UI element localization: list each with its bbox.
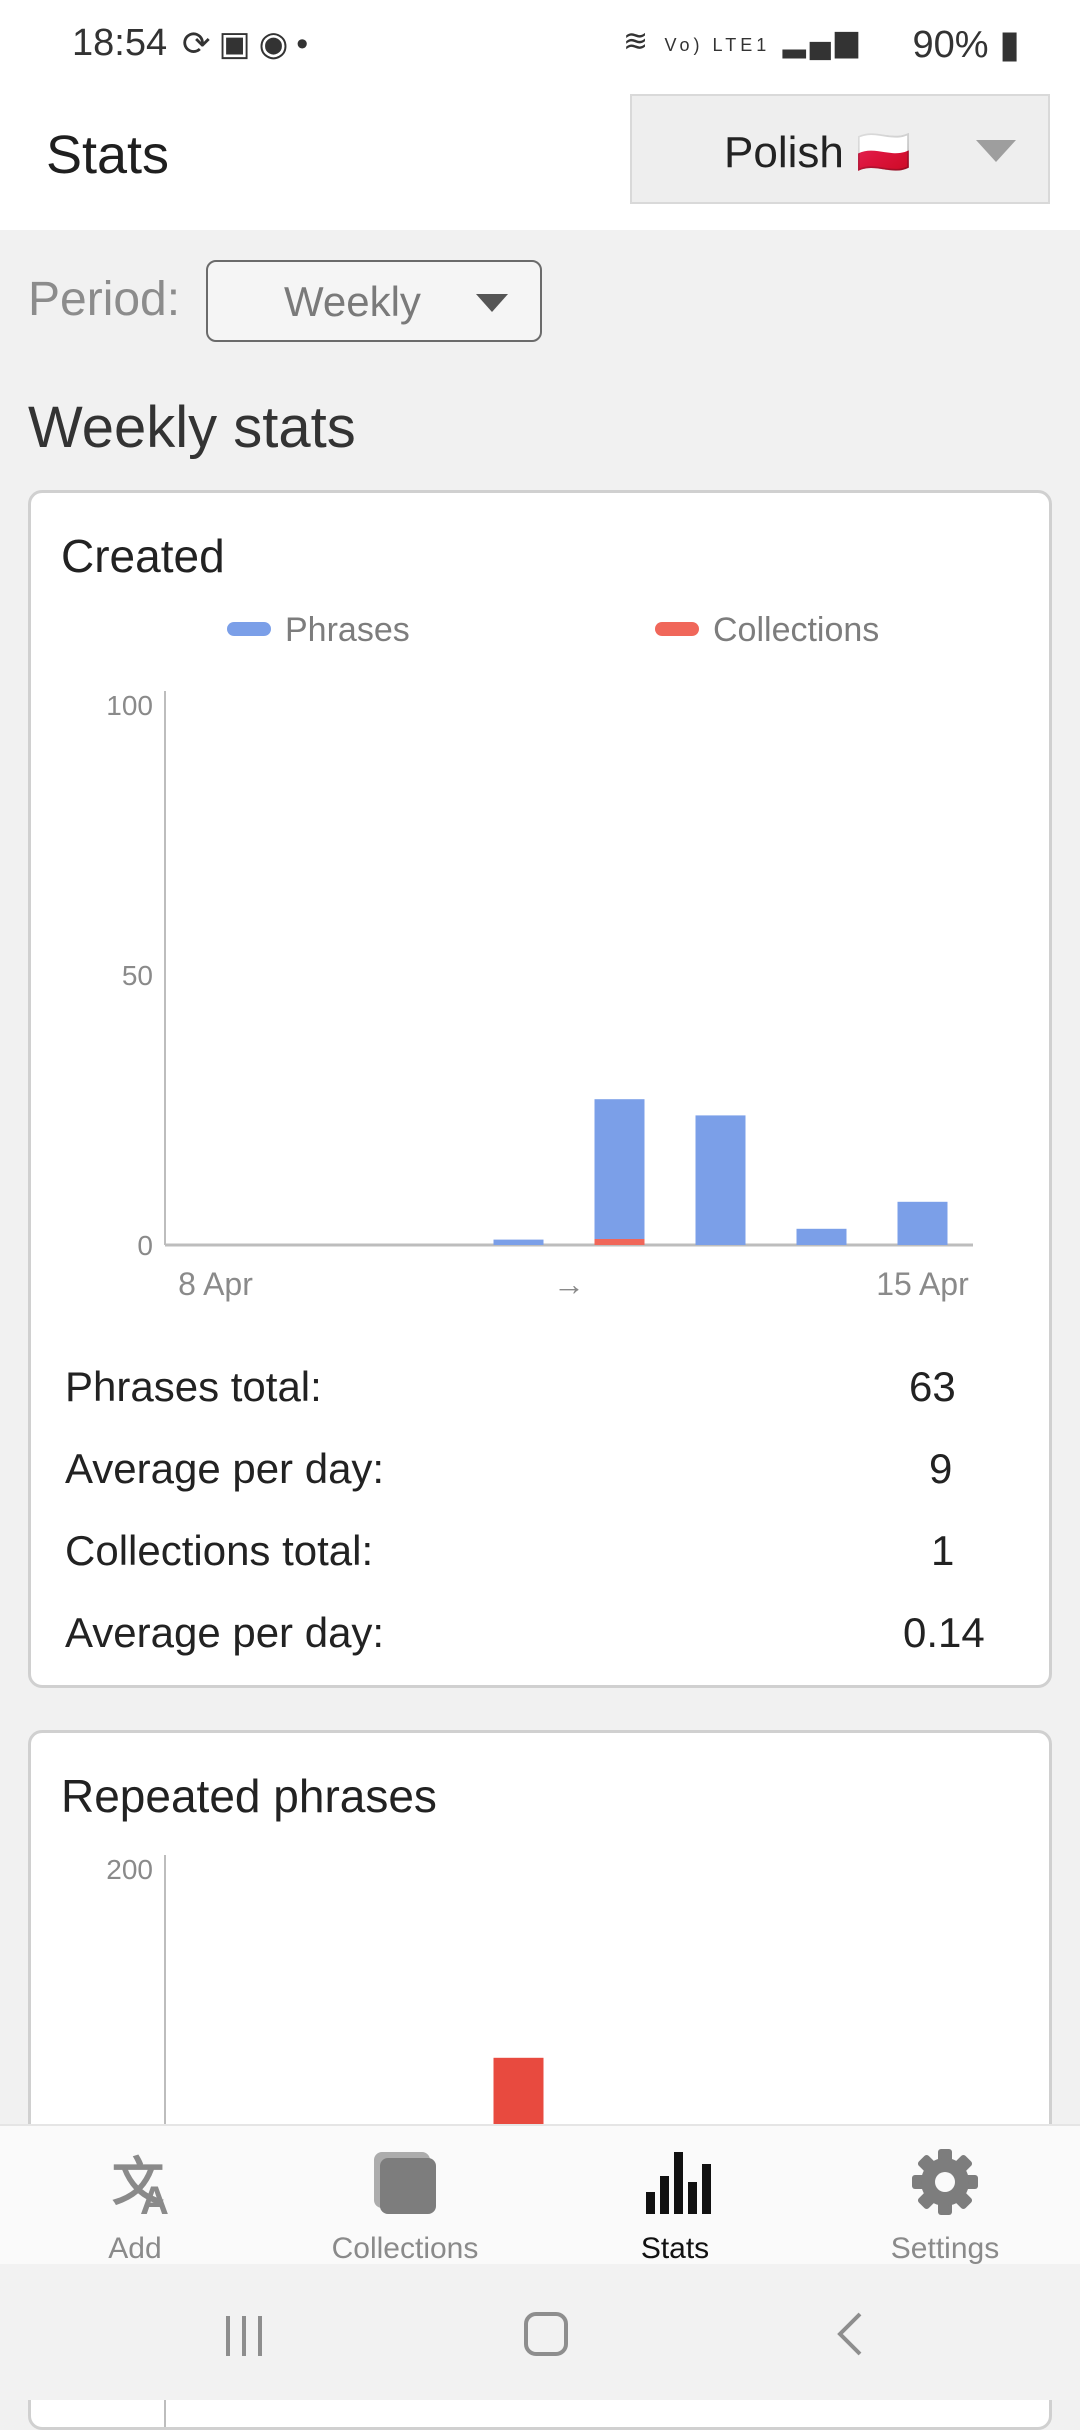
nav-label-collections: Collections [331, 2232, 479, 2265]
nav-item-settings[interactable]: Settings [810, 2126, 1080, 2266]
network-indicator: ≋ Vo) LTE1 ▂▄▆ [623, 24, 862, 59]
chevron-down-icon [976, 140, 1016, 162]
nav-label-settings: Settings [890, 2232, 1000, 2265]
bar-phrases [695, 1115, 746, 1245]
y-tick-label: 100 [106, 690, 153, 721]
x-tick-label: 8 Apr [178, 1266, 253, 1302]
legend-item-collections: Collections [655, 611, 879, 650]
x-tick-label: 15 Apr [876, 1266, 969, 1302]
stats-value: 63 [909, 1363, 956, 1410]
stats-value: 1 [931, 1527, 955, 1574]
y-tick-label: 0 [137, 1230, 153, 1261]
legend-label-collections: Collections [713, 611, 880, 649]
period-select[interactable]: Weekly [206, 260, 542, 342]
chevron-down-icon [476, 294, 508, 312]
network-label: Vo) LTE1 [664, 35, 771, 55]
gallery-icon: ▣ [218, 25, 259, 63]
nav-item-collections[interactable]: Collections [270, 2126, 540, 2266]
nav-label-stats: Stats [640, 2232, 710, 2265]
bar-chart-icon [646, 2152, 711, 2214]
section-title: Weekly stats [28, 395, 356, 460]
app-header: Stats Polish 🇵🇱 [0, 90, 1080, 230]
created-card: Created Phrases Collections 0 50 100 8 Apr →… [28, 490, 1052, 1688]
stats-row-phrases-average: Average per day: 9 [65, 1445, 1025, 1493]
battery-status: 90% ▮ [912, 22, 1020, 67]
legend-swatch-collections [655, 622, 699, 637]
sync-icon: ⟳ [182, 25, 219, 63]
nav-label-add: Add [108, 2232, 162, 2265]
collections-icon [374, 2152, 436, 2214]
bar-phrases [897, 1201, 948, 1245]
status-time: 18:54 [72, 22, 168, 64]
wifi-icon: ≋ [623, 25, 653, 58]
status-bar: 18:54 ⟳▣◉• ≋ Vo) LTE1 ▂▄▆ 90% ▮ [0, 0, 1080, 90]
stats-row-phrases-total: Phrases total: 63 [65, 1363, 1025, 1411]
card-title: Created [61, 530, 225, 582]
stats-value: 9 [929, 1445, 953, 1492]
back-icon[interactable] [792, 2298, 912, 2368]
x-tick-label: → [553, 1266, 585, 1302]
legend-swatch-phrases [227, 622, 271, 637]
stats-label: Phrases total: [65, 1363, 322, 1410]
bar-phrases [594, 1099, 645, 1245]
card-title: Repeated phrases [61, 1770, 437, 1822]
created-chart: 0 50 100 8 Apr → 15 Apr [106, 690, 973, 1302]
bar-collections [594, 1239, 645, 1245]
page-title: Stats [46, 125, 170, 185]
y-tick-label: 50 [122, 960, 153, 991]
bottom-navigation: 文 A Add Collections Stats [0, 2124, 1080, 2266]
stats-label: Collections total: [65, 1527, 374, 1574]
bar-phrases [493, 1239, 544, 1245]
stats-label: Average per day: [65, 1445, 385, 1492]
y-tick-label: 200 [106, 1854, 153, 1885]
bar-phrases [796, 1228, 847, 1245]
language-select[interactable]: Polish 🇵🇱 [630, 94, 1050, 204]
dot-icon: • [296, 25, 317, 63]
svg-text:A: A [140, 2179, 169, 2218]
nav-item-add[interactable]: 文 A Add [0, 2126, 270, 2266]
status-notification-icons: ⟳▣◉• [182, 24, 316, 64]
stats-label: Average per day: [65, 1609, 385, 1656]
home-icon[interactable] [486, 2298, 606, 2368]
recent-apps-icon[interactable] [184, 2298, 304, 2368]
battery-percent: 90% [912, 24, 989, 66]
period-label: Period: [28, 273, 181, 326]
signal-icon: ▂▄▆ [782, 25, 862, 58]
legend-label-phrases: Phrases [285, 611, 410, 649]
nav-item-stats[interactable]: Stats [540, 2126, 810, 2266]
gear-icon [912, 2149, 978, 2215]
stats-row-collections-average: Average per day: 0.14 [65, 1609, 1025, 1657]
svg-text:文: 文 [112, 2154, 164, 2212]
accessibility-icon: ◉ [258, 25, 297, 63]
stats-row-collections-total: Collections total: 1 [65, 1527, 1025, 1575]
battery-icon: ▮ [999, 24, 1020, 66]
language-select-value: Polish 🇵🇱 [724, 128, 911, 177]
translate-icon: 文 A [112, 2154, 169, 2218]
stats-value: 0.14 [903, 1609, 985, 1656]
legend-item-phrases: Phrases [227, 611, 410, 650]
system-navigation-bar [0, 2264, 1080, 2400]
period-select-value: Weekly [284, 278, 421, 325]
